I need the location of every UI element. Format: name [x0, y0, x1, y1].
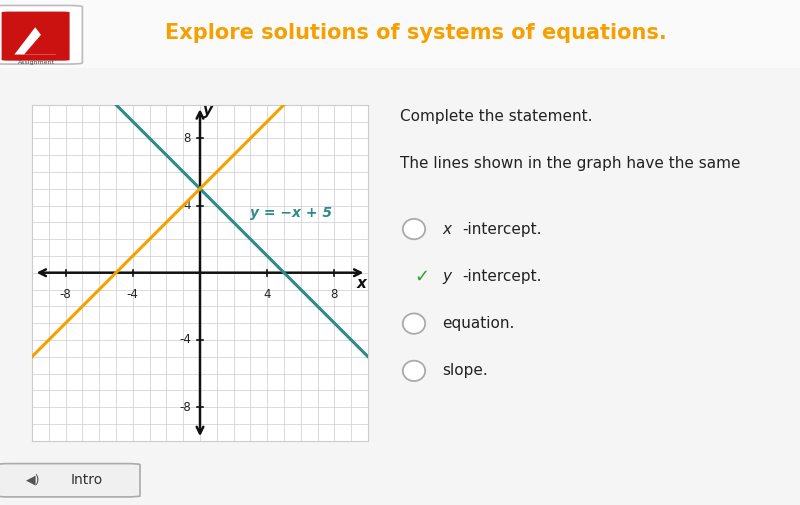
Text: The lines shown in the graph have the same: The lines shown in the graph have the sa…	[400, 157, 741, 171]
Text: 4: 4	[183, 199, 190, 212]
Text: slope.: slope.	[442, 364, 488, 378]
Text: 8: 8	[330, 288, 338, 301]
FancyBboxPatch shape	[0, 464, 140, 497]
Text: Explore solutions of systems of equations.: Explore solutions of systems of equation…	[165, 23, 667, 43]
FancyBboxPatch shape	[0, 6, 82, 64]
Text: -8: -8	[60, 288, 71, 301]
Text: Complete the statement.: Complete the statement.	[400, 109, 593, 124]
Text: equation.: equation.	[442, 316, 514, 331]
FancyBboxPatch shape	[2, 12, 70, 61]
Text: 4: 4	[263, 288, 271, 301]
Text: ✓: ✓	[414, 267, 429, 285]
Text: -4: -4	[127, 288, 138, 301]
Text: y: y	[202, 103, 213, 118]
Text: ◀): ◀)	[26, 473, 41, 486]
Text: y = −x + 5: y = −x + 5	[250, 206, 333, 220]
Text: 8: 8	[183, 132, 190, 145]
Text: -intercept.: -intercept.	[462, 269, 542, 284]
Text: -intercept.: -intercept.	[462, 222, 542, 236]
Text: y: y	[442, 269, 451, 284]
Text: x: x	[356, 276, 366, 291]
Polygon shape	[14, 27, 56, 55]
Circle shape	[403, 361, 426, 381]
Text: -4: -4	[179, 333, 190, 346]
Text: -8: -8	[179, 400, 190, 414]
Circle shape	[403, 314, 426, 334]
Polygon shape	[24, 34, 60, 55]
Circle shape	[403, 219, 426, 239]
Text: x: x	[442, 222, 451, 236]
Text: Assignment: Assignment	[18, 61, 54, 66]
Text: Intro: Intro	[70, 473, 102, 487]
